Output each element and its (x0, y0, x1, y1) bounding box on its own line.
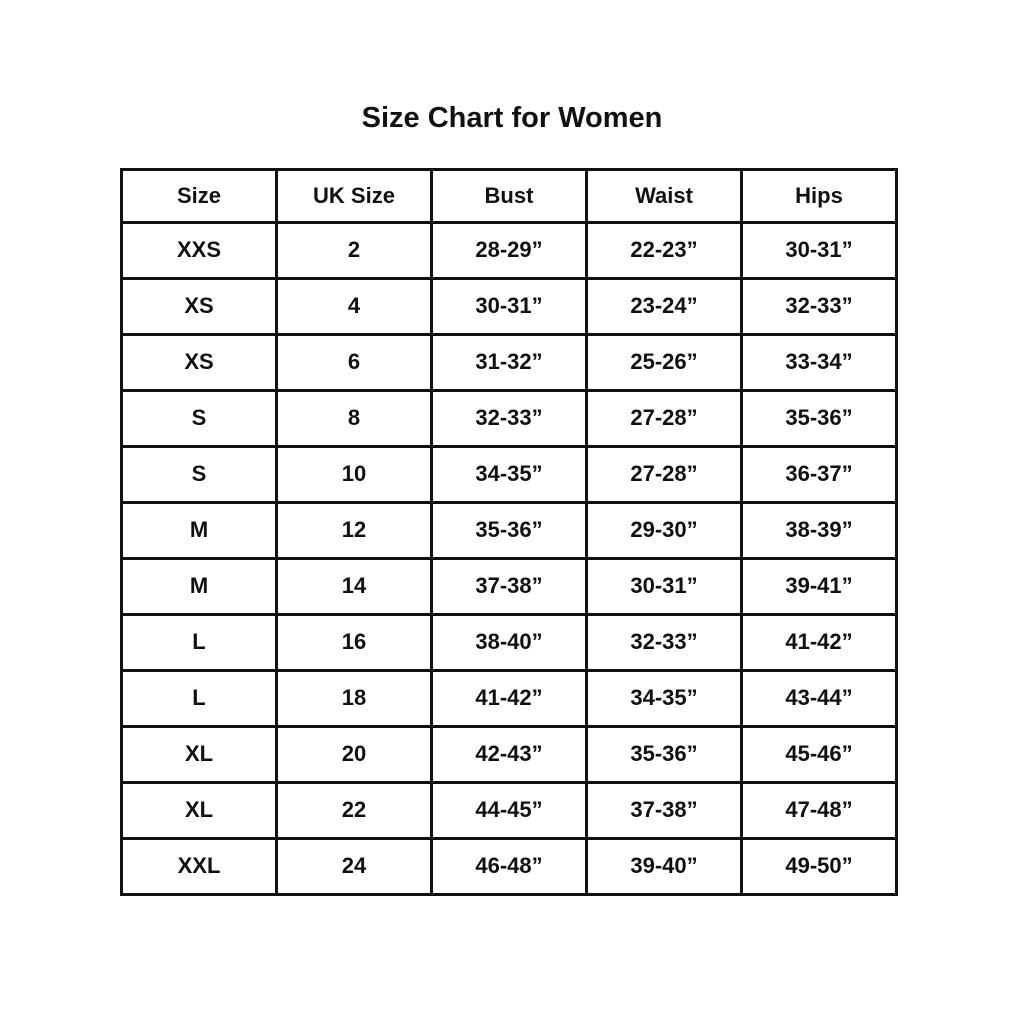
column-header-bust: Bust (430, 168, 588, 224)
table-cell: 16 (275, 613, 433, 672)
table-row: S 10 34-35” 27-28” 36-37” (120, 445, 898, 504)
table-cell: 39-41” (740, 557, 898, 616)
table-cell: 20 (275, 725, 433, 784)
table-cell: 38-39” (740, 501, 898, 560)
column-header-waist: Waist (585, 168, 743, 224)
table-cell: 46-48” (430, 837, 588, 896)
table-cell: M (120, 557, 278, 616)
table-row: L 18 41-42” 34-35” 43-44” (120, 669, 898, 728)
table-cell: 31-32” (430, 333, 588, 392)
page-title: Size Chart for Women (361, 102, 663, 134)
table-row: M 14 37-38” 30-31” 39-41” (120, 557, 898, 616)
table-cell: 10 (275, 445, 433, 504)
table-cell: 4 (275, 277, 433, 336)
table-cell: XL (120, 781, 278, 840)
table-row: XS 6 31-32” 25-26” 33-34” (120, 333, 898, 392)
table-cell: 37-38” (585, 781, 743, 840)
table-cell: 32-33” (430, 389, 588, 448)
table-row: M 12 35-36” 29-30” 38-39” (120, 501, 898, 560)
table-row: XS 4 30-31” 23-24” 32-33” (120, 277, 898, 336)
size-chart-header: Size UK Size Bust Waist Hips (120, 168, 898, 224)
column-header-size: Size (120, 168, 278, 224)
table-cell: XXS (120, 221, 278, 280)
table-cell: 32-33” (585, 613, 743, 672)
table-cell: 29-30” (585, 501, 743, 560)
table-cell: 30-31” (430, 277, 588, 336)
table-cell: 37-38” (430, 557, 588, 616)
table-cell: 6 (275, 333, 433, 392)
table-cell: 32-33” (740, 277, 898, 336)
column-header-uk-size: UK Size (275, 168, 433, 224)
table-cell: 35-36” (585, 725, 743, 784)
table-cell: 35-36” (430, 501, 588, 560)
table-cell: S (120, 445, 278, 504)
table-cell: 34-35” (430, 445, 588, 504)
table-cell: L (120, 613, 278, 672)
table-row: XXL 24 46-48” 39-40” 49-50” (120, 837, 898, 896)
table-cell: 42-43” (430, 725, 588, 784)
table-cell: 38-40” (430, 613, 588, 672)
table-cell: XL (120, 725, 278, 784)
size-chart-table: Size UK Size Bust Waist Hips XXS 2 28-29” 22-23… (120, 168, 898, 896)
table-cell: 24 (275, 837, 433, 896)
header-row: Size UK Size Bust Waist Hips (120, 168, 898, 224)
table-cell: 27-28” (585, 389, 743, 448)
table-cell: S (120, 389, 278, 448)
table-cell: 23-24” (585, 277, 743, 336)
table-cell: 49-50” (740, 837, 898, 896)
table-cell: 12 (275, 501, 433, 560)
table-cell: 14 (275, 557, 433, 616)
table-cell: 45-46” (740, 725, 898, 784)
table-row: XL 20 42-43” 35-36” 45-46” (120, 725, 898, 784)
table-cell: 35-36” (740, 389, 898, 448)
table-cell: 22-23” (585, 221, 743, 280)
table-row: XXS 2 28-29” 22-23” 30-31” (120, 221, 898, 280)
table-row: XL 22 44-45” 37-38” 47-48” (120, 781, 898, 840)
table-cell: L (120, 669, 278, 728)
table-cell: 47-48” (740, 781, 898, 840)
table-cell: 25-26” (585, 333, 743, 392)
table-cell: XXL (120, 837, 278, 896)
table-row: S 8 32-33” 27-28” 35-36” (120, 389, 898, 448)
table-cell: 2 (275, 221, 433, 280)
table-row: L 16 38-40” 32-33” 41-42” (120, 613, 898, 672)
table-cell: 30-31” (740, 221, 898, 280)
table-cell: 27-28” (585, 445, 743, 504)
size-chart-body: XXS 2 28-29” 22-23” 30-31” XS 4 30-31” 23-24” 32-… (120, 221, 898, 896)
table-cell: XS (120, 277, 278, 336)
table-cell: 36-37” (740, 445, 898, 504)
table-cell: 41-42” (430, 669, 588, 728)
table-cell: 43-44” (740, 669, 898, 728)
table-cell: XS (120, 333, 278, 392)
table-cell: 18 (275, 669, 433, 728)
table-cell: M (120, 501, 278, 560)
table-cell: 22 (275, 781, 433, 840)
table-cell: 33-34” (740, 333, 898, 392)
table-cell: 30-31” (585, 557, 743, 616)
table-cell: 8 (275, 389, 433, 448)
table-cell: 39-40” (585, 837, 743, 896)
table-cell: 41-42” (740, 613, 898, 672)
column-header-hips: Hips (740, 168, 898, 224)
table-cell: 28-29” (430, 221, 588, 280)
table-cell: 44-45” (430, 781, 588, 840)
table-cell: 34-35” (585, 669, 743, 728)
